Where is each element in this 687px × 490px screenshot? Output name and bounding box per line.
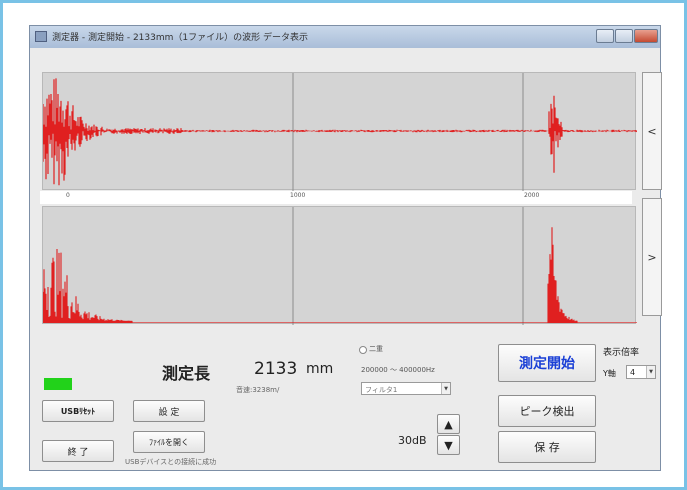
gain-down-button[interactable]: ▼ bbox=[437, 435, 460, 455]
maximize-button[interactable] bbox=[615, 29, 633, 43]
axis-tick-0: 0 bbox=[66, 192, 70, 199]
status-message: USBデバイスとの接続に成功 bbox=[125, 458, 217, 466]
waveform-top-plot bbox=[43, 73, 637, 191]
time-axis: 0 1000 2000 bbox=[40, 191, 632, 204]
settings-button[interactable]: 設 定 bbox=[133, 400, 205, 422]
axis-tick-1000: 1000 bbox=[290, 192, 306, 199]
y-scale-select[interactable]: 4 ▼ bbox=[626, 365, 656, 379]
save-button[interactable]: 保 存 bbox=[498, 431, 596, 463]
y-scale-value: 4 bbox=[630, 368, 636, 377]
display-scale-label: 表示倍率 bbox=[603, 348, 640, 358]
waveform-bottom-signal bbox=[43, 227, 637, 323]
close-button[interactable] bbox=[634, 29, 658, 43]
filter-radio[interactable] bbox=[359, 346, 367, 354]
start-measure-button[interactable]: 測定開始 bbox=[498, 344, 596, 382]
title-bar: 測定器 - 測定開始 - 2133mm（1ファイル）の波形 データ表示 bbox=[30, 26, 660, 48]
length-label: 測定長 bbox=[162, 364, 211, 383]
waveform-panel-top bbox=[42, 72, 637, 191]
chevron-down-icon: ▼ bbox=[441, 383, 450, 394]
y-axis-label: Y軸 bbox=[603, 369, 616, 378]
scroll-left-button[interactable]: < bbox=[642, 72, 662, 190]
window-title: 測定器 - 測定開始 - 2133mm（1ファイル）の波形 データ表示 bbox=[52, 33, 308, 43]
gain-up-button[interactable]: ▲ bbox=[437, 414, 460, 434]
peak-detect-button[interactable]: ピーク検出 bbox=[498, 395, 596, 427]
usb-reset-button[interactable]: USBﾘｾｯﾄ bbox=[42, 400, 114, 422]
waveform-panel-bottom bbox=[42, 206, 637, 325]
filter-select[interactable]: フィルタ1 ▼ bbox=[361, 382, 451, 395]
status-led bbox=[44, 378, 72, 390]
length-value: 2133 bbox=[254, 359, 298, 379]
waveform-bottom-plot bbox=[43, 207, 637, 325]
app-icon bbox=[35, 31, 47, 42]
chevron-down-icon: ▼ bbox=[646, 366, 655, 378]
filter-range-text: 200000 ～ 400000Hz bbox=[361, 366, 435, 374]
open-file-button[interactable]: ﾌｧｲﾙを開く bbox=[133, 431, 205, 453]
filter-mode-label: 二重 bbox=[369, 345, 383, 353]
exit-button[interactable]: 終 了 bbox=[42, 440, 114, 462]
sound-speed-text: 音速:3238m/ bbox=[236, 386, 280, 394]
axis-tick-2000: 2000 bbox=[524, 192, 540, 199]
length-unit: mm bbox=[306, 361, 334, 377]
app-window: 測定器 - 測定開始 - 2133mm（1ファイル）の波形 データ表示 0 10… bbox=[29, 25, 662, 471]
filter-select-value: フィルタ1 bbox=[365, 386, 398, 394]
minimize-button[interactable] bbox=[596, 29, 614, 43]
waveform-top-signal bbox=[43, 78, 637, 186]
scroll-right-button[interactable]: > bbox=[642, 198, 662, 316]
gain-value: 30dB bbox=[398, 434, 427, 447]
